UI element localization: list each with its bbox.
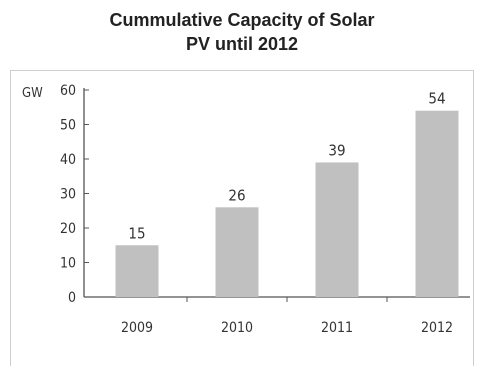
data-label-2011: 39 [328, 141, 345, 159]
data-label-2010: 26 [228, 186, 245, 204]
y-tick-label-50: 50 [60, 118, 76, 134]
y-tick-label-0: 0 [68, 290, 76, 306]
y-tick-label-10: 10 [60, 256, 76, 272]
chart-frame [10, 70, 474, 366]
x-tick-label-2011: 2011 [321, 320, 353, 336]
bar-2011 [315, 162, 359, 297]
bar-2009 [115, 245, 159, 297]
y-tick-label-40: 40 [60, 152, 76, 168]
x-tick-label-2012: 2012 [421, 320, 453, 336]
x-tick-label-2010: 2010 [221, 320, 253, 336]
chart-title-line-1: Cummulative Capacity of Solar [109, 10, 375, 30]
y-tick-label-30: 30 [60, 187, 76, 203]
y-tick-label-60: 60 [60, 83, 76, 99]
y-axis-label: GW [22, 86, 43, 101]
chart-title: Cummulative Capacity of Solar PV until 2… [62, 8, 422, 56]
chart-title-line-2: PV until 2012 [185, 34, 299, 54]
y-tick-label-20: 20 [60, 221, 76, 237]
data-label-2012: 54 [428, 90, 445, 108]
bar-2010 [215, 207, 259, 297]
bar-2012 [415, 110, 459, 297]
data-label-2009: 15 [128, 224, 145, 242]
x-tick-label-2009: 2009 [121, 320, 153, 336]
